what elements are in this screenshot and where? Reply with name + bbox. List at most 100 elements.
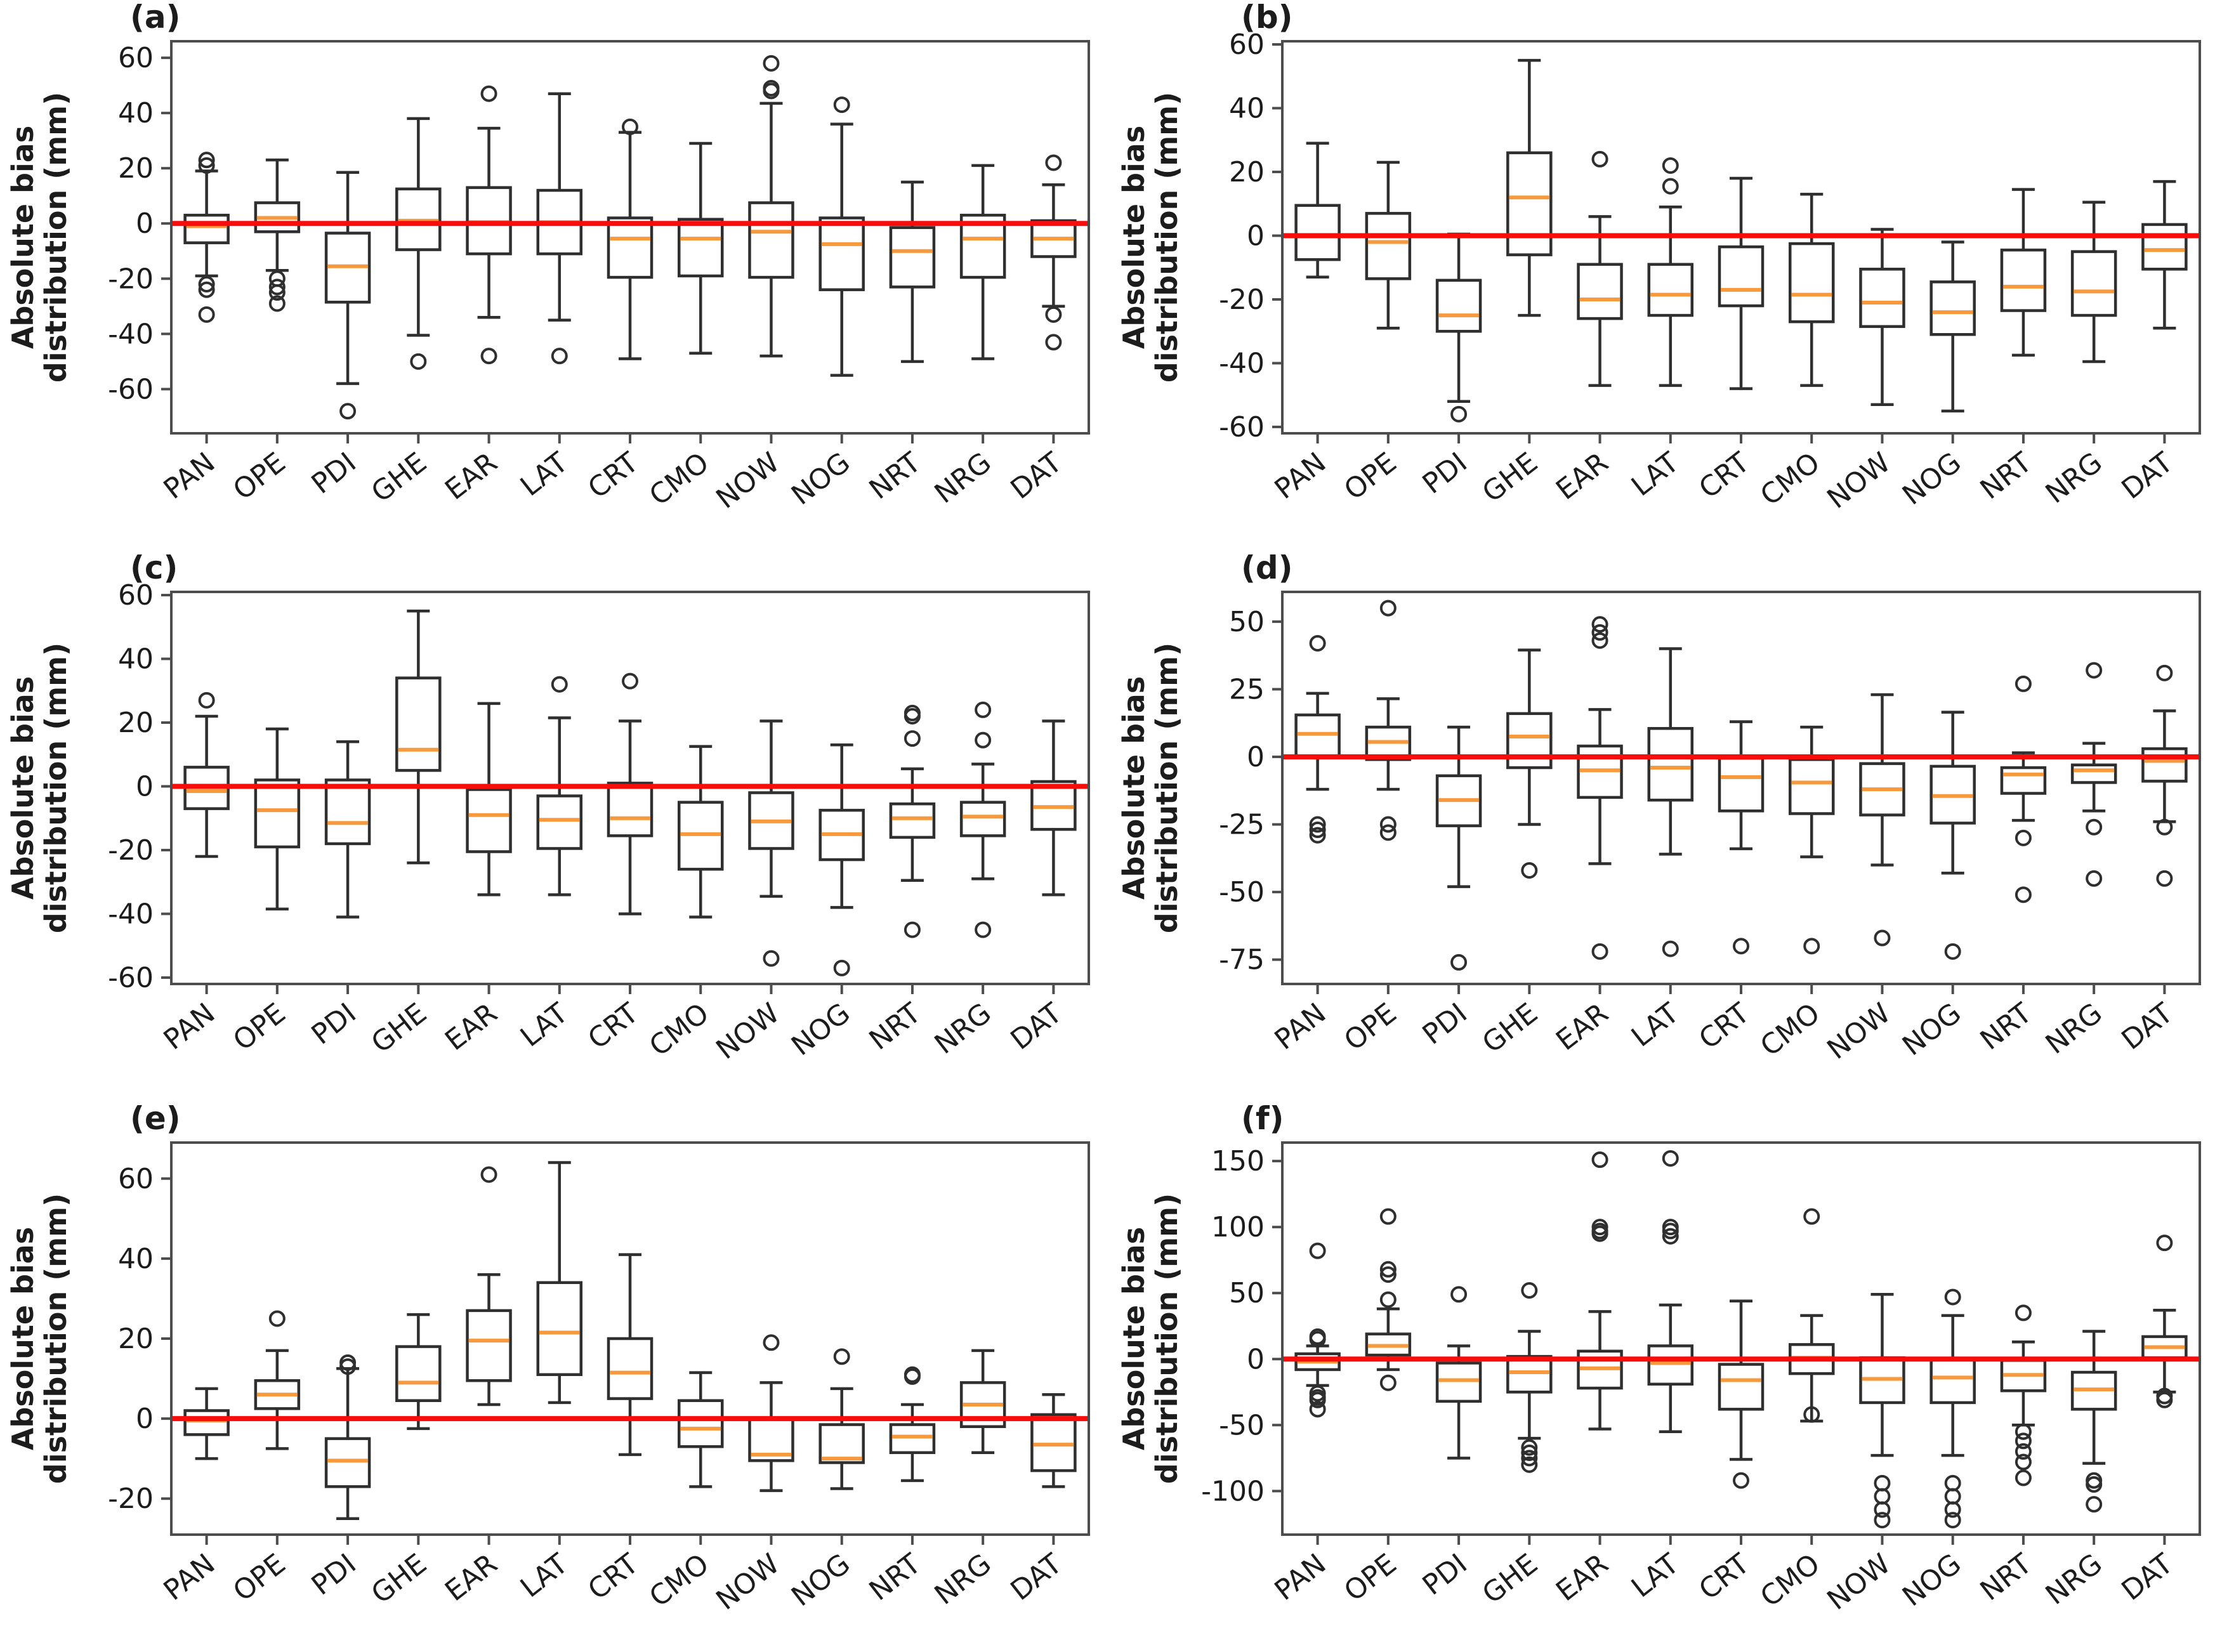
iqr-box bbox=[677, 218, 724, 278]
outlier-point bbox=[1379, 600, 1397, 617]
y-axis-label-line2: distribution (mm) bbox=[39, 643, 73, 933]
y-tick-label: 60 bbox=[118, 1163, 154, 1195]
y-tick-label: -20 bbox=[108, 1483, 154, 1515]
y-tick-label: -50 bbox=[1219, 876, 1265, 908]
box-NOW bbox=[1859, 228, 1905, 407]
outlier-point bbox=[1662, 1228, 1679, 1245]
box-OPE bbox=[1365, 1208, 1412, 1391]
y-tick-label: 0 bbox=[1247, 1343, 1265, 1375]
x-tick-label: NOW bbox=[1821, 1547, 1897, 1616]
x-tick-label: CMO bbox=[643, 446, 715, 512]
iqr-box bbox=[889, 1423, 936, 1454]
outlier-point bbox=[1379, 1266, 1397, 1283]
y-tick-label: 20 bbox=[118, 1323, 154, 1355]
x-tick-label: LAT bbox=[1626, 997, 1685, 1053]
x-tick-label: NOG bbox=[786, 1547, 857, 1613]
iqr-box bbox=[1929, 280, 1976, 336]
box-PAN bbox=[183, 1387, 230, 1460]
outlier-point bbox=[1944, 1512, 1961, 1529]
iqr-box bbox=[1718, 245, 1765, 308]
iqr-box bbox=[1435, 1361, 1482, 1403]
box-PDI bbox=[1435, 232, 1482, 423]
y-axis-label-line1: Absolute bias bbox=[6, 1227, 40, 1450]
x-tick-label: CRT bbox=[1693, 997, 1755, 1056]
outlier-point bbox=[2015, 675, 2032, 692]
y-tick-label: 40 bbox=[118, 1243, 154, 1275]
box-EAR bbox=[466, 702, 512, 896]
x-tick-label: CRT bbox=[582, 997, 644, 1056]
box-NRG bbox=[959, 1349, 1006, 1454]
y-tick-label: -75 bbox=[1219, 944, 1265, 976]
box-LAT bbox=[536, 92, 583, 365]
x-tick-label: CMO bbox=[643, 997, 715, 1063]
x-tick-label: NOG bbox=[1897, 997, 1968, 1062]
outlier-point bbox=[1450, 954, 1468, 971]
panel-f: -100 -50 0 50 100 150 PAN OPE PDI GHE EAR LAT CRT CMO… bbox=[1111, 1101, 2222, 1652]
x-tick-label: DAT bbox=[2115, 997, 2179, 1056]
y-tick-label: 25 bbox=[1229, 673, 1265, 705]
iqr-box bbox=[1788, 242, 1835, 324]
y-tick-label: -20 bbox=[108, 263, 154, 295]
outlier-point bbox=[410, 353, 427, 370]
box-LAT bbox=[1647, 1150, 1694, 1433]
outlier-point bbox=[2015, 1443, 2032, 1460]
outlier-point bbox=[339, 403, 357, 420]
iqr-box bbox=[254, 778, 301, 849]
box-OPE bbox=[1365, 161, 1412, 330]
outlier-point bbox=[833, 959, 850, 976]
x-tick-label: GHE bbox=[365, 997, 433, 1059]
outlier-point bbox=[1379, 824, 1397, 841]
outlier-point bbox=[763, 82, 780, 100]
box-LAT bbox=[1647, 647, 1694, 957]
x-tick-label: PDI bbox=[306, 446, 362, 500]
outlier-point bbox=[2156, 664, 2173, 681]
panel-label: (a) bbox=[130, 0, 180, 36]
x-tick-label: EAR bbox=[1550, 997, 1614, 1057]
iqr-box bbox=[1030, 1413, 1077, 1472]
outlier-point bbox=[1450, 405, 1468, 423]
x-tick-label: GHE bbox=[365, 1547, 433, 1610]
x-tick-label: OPE bbox=[1338, 1547, 1403, 1608]
outlier-point bbox=[198, 281, 215, 298]
outlier-point bbox=[480, 85, 497, 102]
box-NOW bbox=[1859, 693, 1905, 947]
box-GHE bbox=[1506, 1282, 1553, 1473]
y-tick-label: 0 bbox=[1247, 220, 1265, 252]
box-CMO bbox=[1788, 192, 1835, 387]
outlier-point bbox=[1379, 1208, 1397, 1225]
box-PAN bbox=[183, 152, 230, 323]
iqr-box bbox=[324, 778, 371, 846]
x-tick-label: EAR bbox=[439, 997, 503, 1057]
outlier-point bbox=[1379, 1261, 1397, 1278]
outlier-point bbox=[1733, 1472, 1749, 1489]
box-PDI bbox=[324, 740, 371, 919]
outlier-point bbox=[1803, 1208, 1820, 1225]
iqr-box bbox=[1506, 712, 1553, 770]
outlier-point bbox=[2086, 818, 2103, 836]
iqr-box bbox=[677, 1399, 724, 1448]
x-tick-label: NOW bbox=[1821, 997, 1897, 1066]
x-tick-label: PAN bbox=[158, 997, 221, 1056]
box-PAN bbox=[1294, 634, 1341, 844]
outlier-point bbox=[1379, 816, 1397, 833]
iqr-box bbox=[1294, 713, 1341, 759]
box-OPE bbox=[1365, 600, 1412, 841]
box-NOG bbox=[818, 96, 865, 377]
y-axis-label-line1: Absolute bias bbox=[6, 126, 40, 349]
iqr-box bbox=[183, 1409, 230, 1436]
x-tick-label: DAT bbox=[2115, 1547, 2179, 1607]
x-tick-label: NOG bbox=[1897, 1547, 1968, 1613]
x-tick-label: DAT bbox=[1004, 446, 1068, 506]
x-tick-label: PDI bbox=[1417, 446, 1473, 500]
panel-label: (f) bbox=[1241, 1101, 1284, 1137]
y-tick-label: 20 bbox=[118, 152, 154, 185]
x-tick-label: PAN bbox=[158, 1547, 221, 1607]
box-CRT bbox=[1718, 176, 1765, 390]
y-tick-label: -50 bbox=[1219, 1409, 1265, 1441]
iqr-box bbox=[1788, 757, 1835, 815]
iqr-box bbox=[1647, 263, 1694, 317]
box-EAR bbox=[1577, 1151, 1623, 1431]
outlier-point bbox=[2015, 1423, 2032, 1440]
box-NRG bbox=[2070, 200, 2117, 364]
y-tick-label: 0 bbox=[136, 1403, 154, 1435]
